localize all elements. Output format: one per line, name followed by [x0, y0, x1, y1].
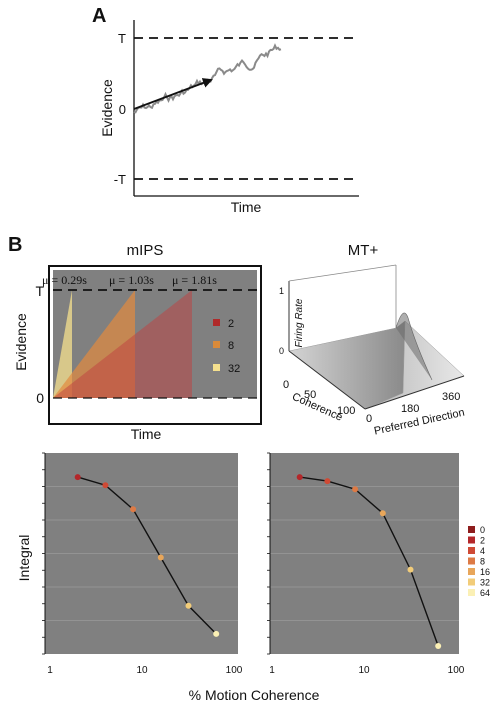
mips-legend-label-2: 2 — [228, 318, 234, 330]
panel-b: B mIPS μ = 0.29s μ = 1.03s μ = 1.81s T 0… — [8, 234, 466, 442]
chart-left-xtick-100: 100 — [226, 665, 243, 676]
legend-label-16: 16 — [480, 567, 490, 577]
mt-z-tick-0: 0 — [279, 346, 284, 356]
chart-right-point-16 — [379, 510, 386, 517]
ramp-coherence-32 — [53, 290, 72, 398]
mt-dir-tick-0: 0 — [366, 413, 372, 425]
mips-mu-label-3: μ = 1.81s — [172, 273, 217, 287]
legend-swatch-32 — [468, 578, 475, 586]
chart-left-series — [74, 474, 220, 637]
evidence-random-walk — [133, 43, 282, 114]
mips-mu-label-2: μ = 1.03s — [109, 273, 154, 287]
mips-legend-swatch-32 — [213, 364, 220, 371]
legend-label-64: 64 — [480, 588, 490, 598]
mt-dir-tick-360: 360 — [442, 391, 460, 403]
mt-direction-label: Preferred Direction — [373, 407, 466, 438]
mt-zlabel: Firing Rate — [294, 298, 305, 347]
bottom-charts: Integral 1 10 100 1 10 100 % Motion Cohe… — [16, 452, 490, 703]
legend-swatch-0 — [468, 526, 475, 533]
mips-mu-label-1: μ = 0.29s — [42, 273, 87, 287]
mips-panel: mIPS μ = 0.29s μ = 1.03s μ = 1.81s T 0 E… — [13, 242, 262, 442]
mt-dir-tick-180: 180 — [401, 403, 419, 415]
mips-title: mIPS — [127, 242, 164, 259]
chart-right-xtick-100: 100 — [448, 665, 465, 676]
panel-b-label: B — [8, 234, 22, 256]
legend-label-4: 4 — [480, 546, 485, 556]
chart-right-point-8 — [352, 486, 359, 493]
chart-right-point-64 — [435, 643, 442, 649]
chart-right-line — [299, 476, 439, 647]
legend-swatch-2 — [468, 536, 475, 544]
mt-coh-tick-0: 0 — [283, 379, 289, 391]
chart-left-xtick-1: 1 — [47, 665, 53, 676]
mips-ylabel: Evidence — [13, 313, 29, 371]
legend-label-8: 8 — [480, 557, 485, 567]
mt-coherence-axis — [288, 350, 366, 410]
chart-left-point-16 — [157, 554, 164, 561]
chart-left-point-2 — [74, 474, 81, 481]
chart-right-series — [296, 474, 442, 649]
drift-arrow — [133, 78, 213, 110]
chart-left-point-32 — [185, 602, 192, 609]
mt-title: MT+ — [348, 242, 379, 259]
legend-swatch-64 — [468, 589, 475, 596]
bottom-xlabel: % Motion Coherence — [189, 687, 320, 703]
chart-left-point-64 — [213, 630, 220, 637]
chart-y-ticks — [42, 452, 270, 655]
mips-legend-label-32: 32 — [228, 363, 240, 375]
mips-legend-swatch-2 — [213, 319, 220, 326]
mips-tick-zero: 0 — [36, 390, 44, 406]
chart-right-point-4 — [324, 478, 331, 485]
panel-a: A T 0 -T Evidence Time — [92, 5, 359, 215]
legend-swatch-16 — [468, 568, 475, 575]
mt-back-edge — [288, 264, 397, 282]
legend-label-0: 0 — [480, 525, 485, 535]
mips-tick-t: T — [35, 283, 44, 299]
mips-legend: 2 8 32 — [213, 318, 240, 375]
bottom-ylabel: Integral — [16, 535, 32, 582]
tick-zero: 0 — [119, 102, 126, 117]
chart-right-xtick-1: 1 — [269, 665, 275, 676]
mips-legend-label-8: 8 — [228, 340, 234, 352]
panel-a-xlabel: Time — [231, 199, 262, 215]
chart-right-xtick-10: 10 — [358, 665, 370, 676]
chart-right-point-32 — [407, 566, 414, 573]
mips-legend-swatch-8 — [213, 341, 220, 348]
legend-swatch-8 — [468, 557, 475, 565]
mt-direction-axis — [364, 375, 465, 410]
mt-surface-peak — [395, 312, 433, 381]
chart-right-grid — [270, 486, 459, 621]
legend-swatch-4 — [468, 547, 475, 554]
mt-coh-tick-100: 100 — [337, 405, 355, 417]
legend-label-2: 2 — [480, 536, 485, 546]
chart-left-point-8 — [130, 506, 137, 513]
panel-a-ylabel: Evidence — [99, 79, 115, 137]
mt-z-tick-1: 1 — [279, 286, 284, 296]
panel-a-label: A — [92, 5, 106, 27]
chart-right-point-2 — [296, 474, 303, 481]
mt-panel: MT+ 1 0 Firing Rate 0 50 100 Coherence 0… — [279, 242, 466, 438]
chart-left-point-4 — [102, 482, 109, 489]
ramp-coherence-2 — [53, 290, 192, 398]
mt-coh-tick-50: 50 — [304, 389, 316, 401]
tick-upper-t: T — [118, 31, 126, 46]
tick-lower-t: -T — [114, 172, 126, 187]
legend-label-32: 32 — [480, 578, 490, 588]
chart-left-line — [77, 476, 217, 635]
chart-left-grid — [45, 486, 238, 621]
mips-xlabel: Time — [131, 426, 162, 442]
chart-left-xtick-10: 10 — [136, 665, 148, 676]
